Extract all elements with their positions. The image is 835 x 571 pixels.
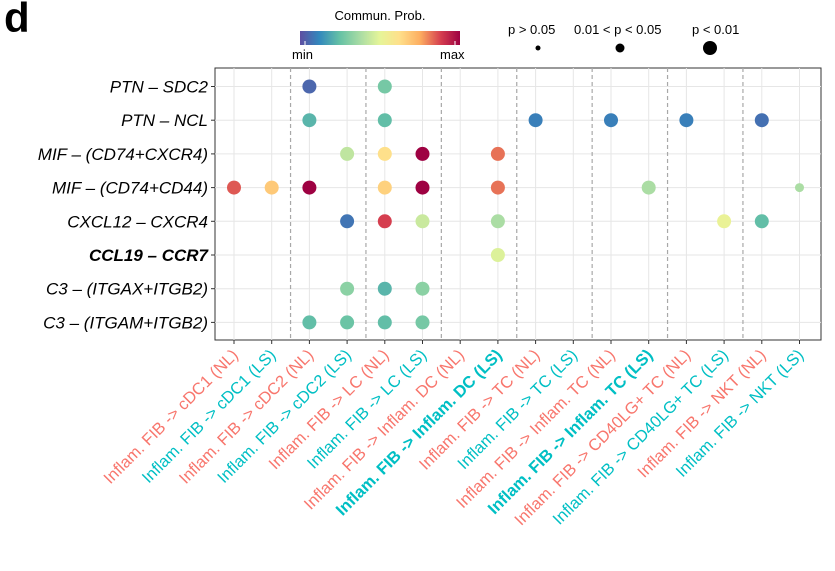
pvalue-legend-label-1: p > 0.05 [508, 22, 556, 37]
data-point [415, 214, 430, 229]
y-tick-label: PTN – SDC2 [110, 78, 209, 97]
y-tick-label: PTN – NCL [121, 111, 208, 130]
data-point [340, 146, 355, 161]
y-tick-label: C3 – (ITGAX+ITGB2) [46, 280, 208, 299]
group-dividers [289, 68, 744, 340]
y-axis-ticks [211, 86, 215, 323]
data-point [340, 214, 355, 229]
y-tick-label: MIF – (CD74+CD44) [52, 179, 208, 198]
colorbar-min-label: min [292, 47, 313, 62]
data-point [415, 315, 430, 330]
data-point [302, 180, 317, 195]
data-point [227, 180, 241, 195]
data-point [340, 315, 355, 330]
data-point [302, 79, 317, 94]
data-point [340, 281, 355, 296]
data-point [415, 281, 430, 296]
data-point [679, 113, 694, 128]
plot-panel [214, 67, 822, 341]
data-point [795, 183, 804, 193]
x-axis-ticks [233, 340, 800, 344]
data-point [490, 214, 505, 229]
pvalue-legend-dot-small [535, 45, 541, 51]
data-point [490, 248, 505, 262]
data-point [415, 180, 430, 195]
panel-letter: d [4, 0, 30, 41]
colorbar-max-label: max [440, 47, 465, 62]
data-points [227, 79, 804, 330]
y-tick-label: CXCL12 – CXCR4 [67, 212, 208, 231]
data-point [377, 180, 392, 195]
data-point [377, 113, 392, 128]
gridlines [215, 68, 821, 340]
pvalue-legend-dot-large [703, 41, 717, 55]
colorbar [300, 31, 460, 45]
data-point [754, 113, 769, 128]
data-point [377, 214, 392, 229]
data-point [377, 146, 392, 161]
data-point [415, 146, 430, 161]
data-point [377, 315, 392, 330]
y-axis-labels: PTN – SDC2 PTN – NCL MIF – (CD74+CXCR4) MIF… [38, 78, 210, 333]
pvalue-legend-label-2: 0.01 < p < 0.05 [574, 22, 662, 37]
data-point [302, 113, 317, 128]
y-tick-label: C3 – (ITGAM+ITGB2) [43, 313, 208, 332]
data-point [754, 214, 769, 229]
data-point [302, 315, 317, 330]
data-point [377, 281, 392, 296]
pvalue-legend-dot-medium [615, 43, 625, 53]
data-point [377, 79, 392, 94]
data-point [490, 146, 505, 161]
x-axis-labels: Inflam. FIB -> cDC1 (NL)Inflam. FIB -> c… [100, 346, 807, 529]
data-point [264, 180, 279, 195]
data-point [490, 180, 505, 195]
data-point [528, 113, 543, 128]
data-point [604, 113, 618, 128]
data-point [641, 180, 656, 195]
pvalue-legend-label-3: p < 0.01 [692, 22, 740, 37]
data-point [717, 214, 732, 229]
y-tick-label: CCL19 – CCR7 [89, 246, 210, 265]
y-tick-label: MIF – (CD74+CXCR4) [38, 145, 208, 164]
colorbar-title: Commun. Prob. [334, 8, 426, 23]
